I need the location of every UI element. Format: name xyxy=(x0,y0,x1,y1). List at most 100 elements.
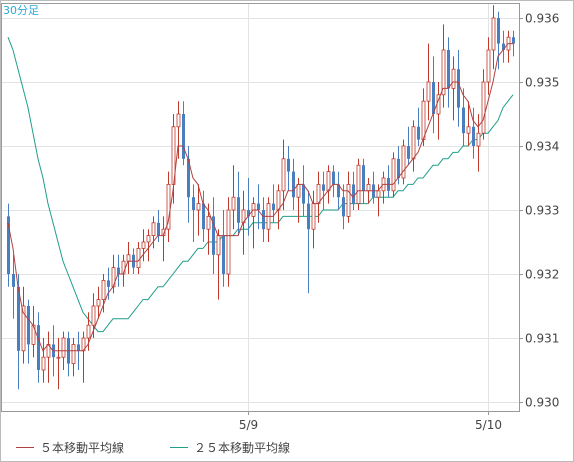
y-tick-label: 0.931 xyxy=(525,332,559,346)
y-axis: 0.930 0.931 0.932 0.933 0.934 0.935 0.936 xyxy=(519,12,559,410)
candle-body xyxy=(512,37,515,44)
candle-body xyxy=(417,126,420,140)
candle-body xyxy=(491,17,496,51)
candle-body xyxy=(96,299,101,307)
candle-up xyxy=(96,286,101,319)
candle-body xyxy=(21,305,26,352)
candle-body xyxy=(397,158,400,178)
candle-down xyxy=(287,146,290,191)
candle-body xyxy=(91,305,96,326)
candle-body xyxy=(287,158,290,172)
candle-up xyxy=(451,56,456,121)
candle-down xyxy=(417,107,420,146)
candle-up xyxy=(506,30,511,63)
candle-body xyxy=(247,210,250,217)
candle-up xyxy=(161,216,166,262)
candle-up xyxy=(481,69,486,140)
candle-down xyxy=(342,184,345,230)
candle-up xyxy=(56,338,61,390)
candle-body xyxy=(272,203,275,210)
candle-down xyxy=(462,88,465,146)
y-tick-label: 0.930 xyxy=(525,396,559,410)
candle-body xyxy=(226,209,231,275)
candle-up xyxy=(381,171,386,204)
candle-up xyxy=(81,331,86,383)
legend-label-ma25: ２５本移動平均線 xyxy=(194,440,291,455)
candle-down xyxy=(387,165,390,198)
ma25-line xyxy=(7,37,514,333)
candle-body xyxy=(316,183,321,204)
candle-down xyxy=(292,158,295,210)
candle-up xyxy=(71,338,76,377)
candle-body xyxy=(401,145,406,179)
candle-up xyxy=(326,165,331,204)
candle-up xyxy=(391,152,396,198)
candle-body xyxy=(37,325,40,370)
candle-body xyxy=(222,235,225,274)
candle-down xyxy=(407,126,410,166)
candle-body xyxy=(292,171,295,198)
candle-body xyxy=(41,356,46,371)
x-tick-label: 5/9 xyxy=(239,418,258,432)
candle-up xyxy=(196,184,201,236)
candle-down xyxy=(332,165,335,198)
y-tick-label: 0.933 xyxy=(525,204,559,218)
candle-body xyxy=(216,235,221,256)
legend-label-ma5: ５本移動平均線 xyxy=(40,440,125,455)
candle-down xyxy=(202,190,205,242)
candle-body xyxy=(466,126,471,134)
candle-body xyxy=(202,203,205,230)
candle-body xyxy=(502,43,505,50)
candle-body xyxy=(376,190,381,198)
candle-up xyxy=(151,216,156,249)
candle-down xyxy=(432,56,435,134)
candle-body xyxy=(421,100,426,140)
candle-body xyxy=(326,171,331,192)
candle-body xyxy=(192,197,195,210)
candle-body xyxy=(262,210,265,230)
candle-up xyxy=(226,197,231,287)
legend: ５本移動平均線 ２５本移動平均線 xyxy=(16,439,336,455)
y-tick-label: 0.932 xyxy=(525,268,559,282)
candle-up xyxy=(411,120,416,172)
legend-swatch-ma5 xyxy=(16,446,34,448)
candle-body xyxy=(196,203,201,211)
candle-down xyxy=(272,184,275,223)
legend-item-ma25: ２５本移動平均線 xyxy=(170,439,290,456)
candle-body xyxy=(352,184,355,204)
candle-up xyxy=(356,158,361,210)
candle-body xyxy=(332,171,335,185)
candle-body xyxy=(441,49,446,96)
candle-body xyxy=(356,164,361,204)
candle-body xyxy=(107,280,110,287)
x-axis: 5/9 5/10 xyxy=(239,411,502,432)
candle-down xyxy=(337,171,340,210)
candle-up xyxy=(426,43,431,121)
candle-up xyxy=(166,171,171,242)
candle-body xyxy=(366,183,371,192)
candle-down xyxy=(7,203,10,287)
candle-up xyxy=(311,190,316,249)
candle-down xyxy=(157,210,160,242)
legend-item-ma5: ５本移動平均線 xyxy=(16,439,124,456)
candle-down xyxy=(302,165,305,217)
candle-down xyxy=(457,50,460,127)
candle-body xyxy=(342,197,345,217)
candle-down xyxy=(12,254,15,319)
candle-body xyxy=(151,222,156,237)
candle-down xyxy=(27,299,30,364)
candle-up xyxy=(281,139,286,210)
candle-body xyxy=(56,356,61,359)
candle-up xyxy=(31,306,36,358)
candle-up xyxy=(146,229,151,262)
candle-down xyxy=(257,184,260,230)
candle-down xyxy=(67,331,70,377)
candle-down xyxy=(262,197,265,242)
candle-up xyxy=(41,338,46,383)
candle-body xyxy=(447,50,450,89)
candle-body xyxy=(311,203,316,230)
candle-up xyxy=(176,101,181,159)
timeframe-label: 30分足 xyxy=(3,4,39,17)
candle-down xyxy=(512,30,515,57)
candle-body xyxy=(187,158,190,198)
